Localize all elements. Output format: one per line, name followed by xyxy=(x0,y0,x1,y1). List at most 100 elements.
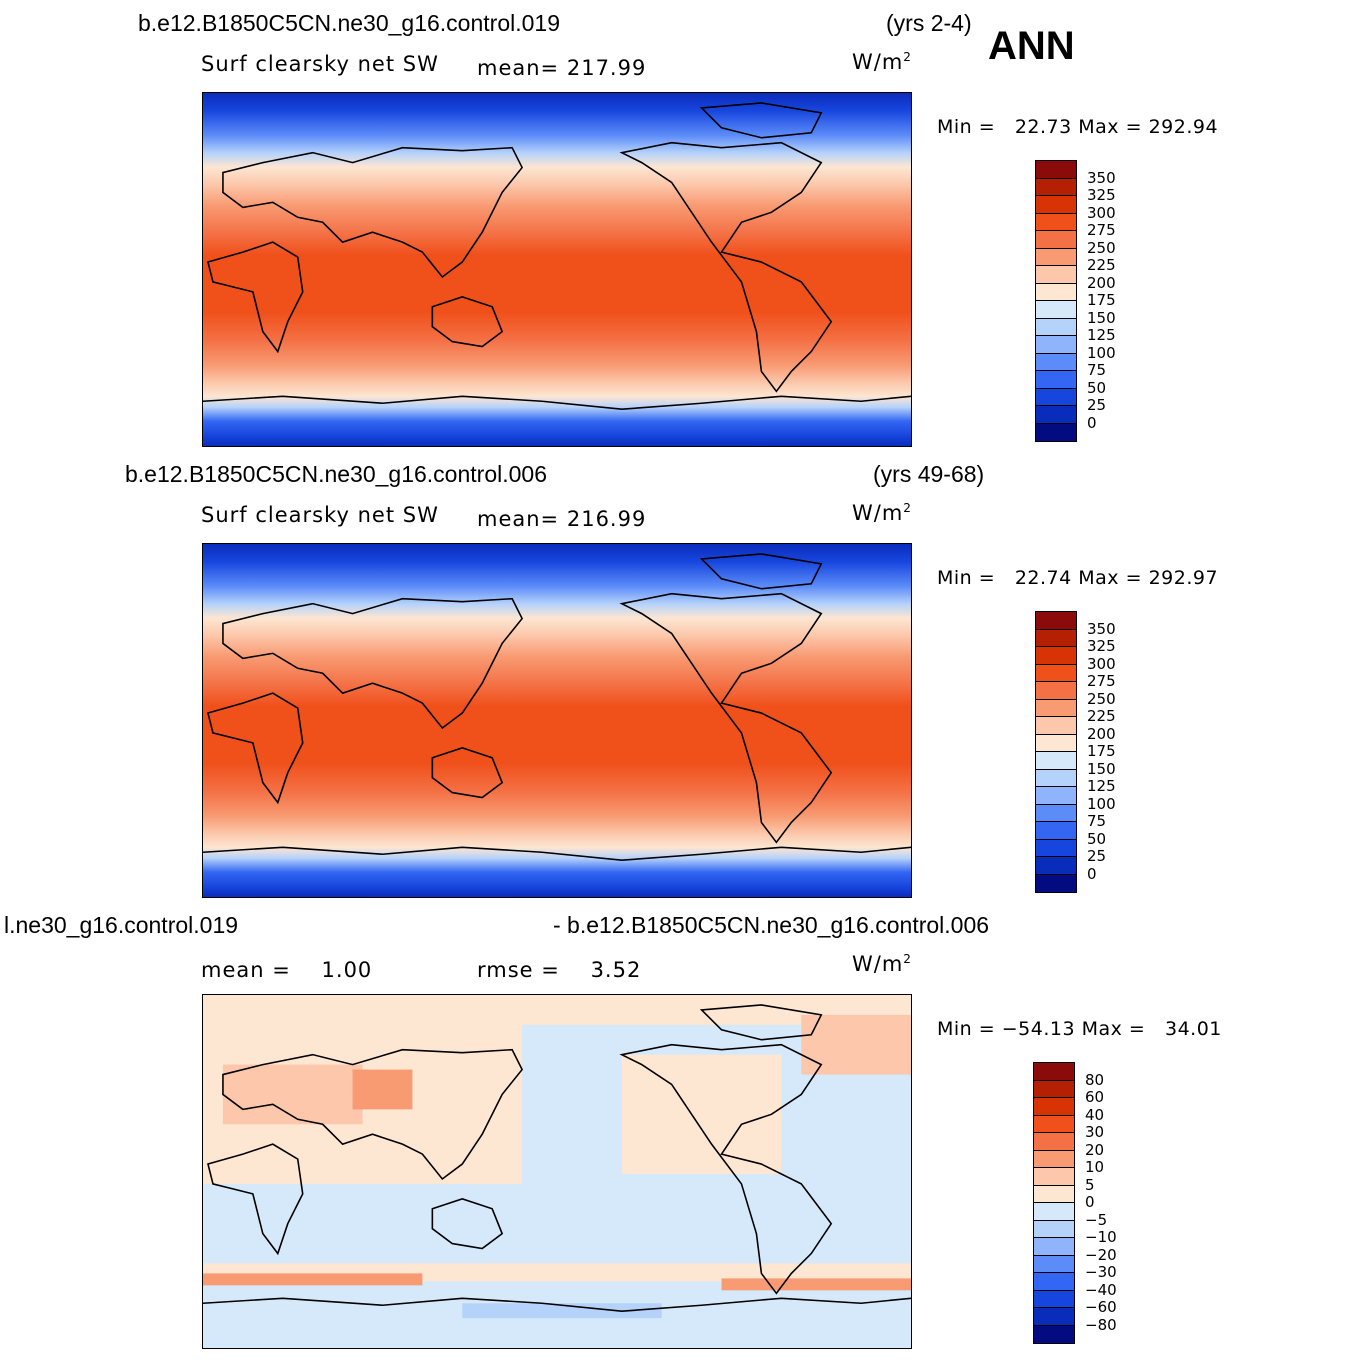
panel3-map-svg xyxy=(203,995,911,1348)
colorbar-swatch xyxy=(1034,1308,1074,1326)
panel1-variable: Surf clearsky net SW xyxy=(201,52,439,76)
colorbar-swatch xyxy=(1034,1115,1074,1133)
colorbar-tick-label: −5 xyxy=(1085,1210,1108,1229)
colorbar-tick-label: 0 xyxy=(1087,413,1097,432)
colorbar-swatch xyxy=(1034,1255,1074,1273)
panel2-minmax: Min = 22.74 Max = 292.97 xyxy=(937,567,1219,589)
colorbar-tick-label: 40 xyxy=(1085,1105,1105,1124)
colorbar-tick-label: 200 xyxy=(1087,724,1116,743)
colorbar-swatch xyxy=(1036,388,1076,406)
colorbar-tick-label: 25 xyxy=(1087,396,1107,414)
panel1-case-name: b.e12.B1850C5CN.ne30_g16.control.019 xyxy=(138,10,560,36)
colorbar-tick-label: 175 xyxy=(1087,291,1116,309)
colorbar-swatch xyxy=(1036,196,1076,214)
colorbar-tick-label: 0 xyxy=(1087,864,1097,883)
colorbar-tick-label: −60 xyxy=(1085,1298,1117,1316)
colorbar-tick-label: −20 xyxy=(1085,1245,1117,1264)
colorbar-tick-label: −80 xyxy=(1085,1315,1117,1334)
colorbar-swatch xyxy=(1036,839,1076,857)
colorbar-tick-label: 30 xyxy=(1085,1123,1105,1141)
season-label: ANN xyxy=(988,24,1075,68)
panel1-minmax: Min = 22.73 Max = 292.94 xyxy=(937,116,1219,138)
colorbar-swatch xyxy=(1036,371,1076,389)
colorbar-tick-label: 250 xyxy=(1087,689,1116,708)
colorbar-swatch xyxy=(1036,787,1076,805)
colorbar-tick-label: 250 xyxy=(1087,238,1116,257)
panel1-mean: mean= 217.99 xyxy=(477,56,647,80)
panel3-mean: mean = 1.00 xyxy=(201,958,373,982)
panel2-coastlines xyxy=(203,553,911,862)
colorbar-tick-label: 200 xyxy=(1087,273,1116,292)
colorbar-swatch xyxy=(1036,752,1076,770)
colorbar-swatch xyxy=(1034,1063,1074,1081)
panel3-minmax: Min = −54.13 Max = 34.01 xyxy=(937,1018,1222,1040)
colorbar-swatch xyxy=(1036,612,1076,630)
colorbar-swatch xyxy=(1034,1238,1074,1256)
colorbar-swatch xyxy=(1034,1325,1074,1343)
panel2-field xyxy=(203,544,911,897)
panel2-units: W/m2 xyxy=(852,501,912,525)
colorbar-tick-label: 75 xyxy=(1087,361,1107,379)
colorbar-tick-label: 175 xyxy=(1087,742,1116,760)
colorbar-swatch xyxy=(1036,283,1076,301)
colorbar-tick-label: 300 xyxy=(1087,654,1116,673)
colorbar-tick-label: 300 xyxy=(1087,203,1116,222)
panel1-coastlines xyxy=(203,102,911,411)
colorbar-swatch xyxy=(1036,231,1076,249)
colorbar-tick-label: 125 xyxy=(1087,326,1116,344)
colorbar-swatch xyxy=(1036,161,1076,179)
colorbar-tick-label: 60 xyxy=(1085,1088,1105,1106)
panel2-map-svg xyxy=(203,544,911,897)
colorbar-swatch xyxy=(1036,717,1076,735)
panel2-mean: mean= 216.99 xyxy=(477,507,647,531)
colorbar-swatch xyxy=(1036,664,1076,682)
colorbar-swatch xyxy=(1036,406,1076,424)
colorbar-swatch xyxy=(1036,336,1076,354)
colorbar-tick-label: 150 xyxy=(1087,308,1116,327)
panel3-rmse: rmse = 3.52 xyxy=(477,958,642,982)
colorbar-tick-label: 325 xyxy=(1087,186,1116,204)
colorbar-tick-label: −40 xyxy=(1085,1280,1117,1299)
colorbar-swatch xyxy=(1036,353,1076,371)
panel2-map xyxy=(202,543,912,898)
panel3-case-b: - b.e12.B1850C5CN.ne30_g16.control.006 xyxy=(553,912,990,938)
colorbar-tick-label: 5 xyxy=(1085,1175,1095,1194)
panel2-variable: Surf clearsky net SW xyxy=(201,503,439,527)
panel1-units: W/m2 xyxy=(852,50,912,74)
panel3-colorbar xyxy=(1033,1062,1075,1344)
colorbar-tick-label: 150 xyxy=(1087,759,1116,778)
colorbar-tick-label: 50 xyxy=(1087,829,1107,848)
colorbar-tick-label: 100 xyxy=(1087,343,1116,362)
panel3-map xyxy=(202,994,912,1349)
colorbar-swatch xyxy=(1036,301,1076,319)
colorbar-tick-label: 350 xyxy=(1087,168,1116,187)
colorbar-swatch xyxy=(1034,1080,1074,1098)
panel1-colorbar xyxy=(1035,160,1077,442)
colorbar-swatch xyxy=(1036,213,1076,231)
panel1-field xyxy=(203,93,911,446)
panel2-colorbar xyxy=(1035,611,1077,893)
colorbar-swatch xyxy=(1034,1168,1074,1186)
colorbar-swatch xyxy=(1036,769,1076,787)
colorbar-swatch xyxy=(1036,647,1076,665)
colorbar-tick-label: 0 xyxy=(1085,1193,1095,1211)
colorbar-tick-label: 20 xyxy=(1085,1140,1105,1159)
colorbar-tick-label: 100 xyxy=(1087,794,1116,813)
colorbar-swatch xyxy=(1036,248,1076,266)
panel3-case-name: l.ne30_g16.control.019 xyxy=(4,912,239,938)
panel3-units: W/m2 xyxy=(852,952,912,976)
colorbar-tick-label: 125 xyxy=(1087,777,1116,795)
colorbar-tick-label: 80 xyxy=(1085,1070,1105,1089)
colorbar-tick-label: 225 xyxy=(1087,707,1116,725)
colorbar-swatch xyxy=(1034,1098,1074,1116)
colorbar-swatch xyxy=(1036,266,1076,284)
colorbar-swatch xyxy=(1036,734,1076,752)
colorbar-tick-label: −10 xyxy=(1085,1228,1117,1246)
colorbar-swatch xyxy=(1034,1185,1074,1203)
colorbar-swatch xyxy=(1034,1133,1074,1151)
panel3-coastlines xyxy=(203,1004,911,1313)
colorbar-tick-label: 275 xyxy=(1087,672,1116,690)
colorbar-tick-label: 350 xyxy=(1087,619,1116,638)
colorbar-tick-label: 25 xyxy=(1087,847,1107,865)
colorbar-swatch xyxy=(1036,874,1076,892)
